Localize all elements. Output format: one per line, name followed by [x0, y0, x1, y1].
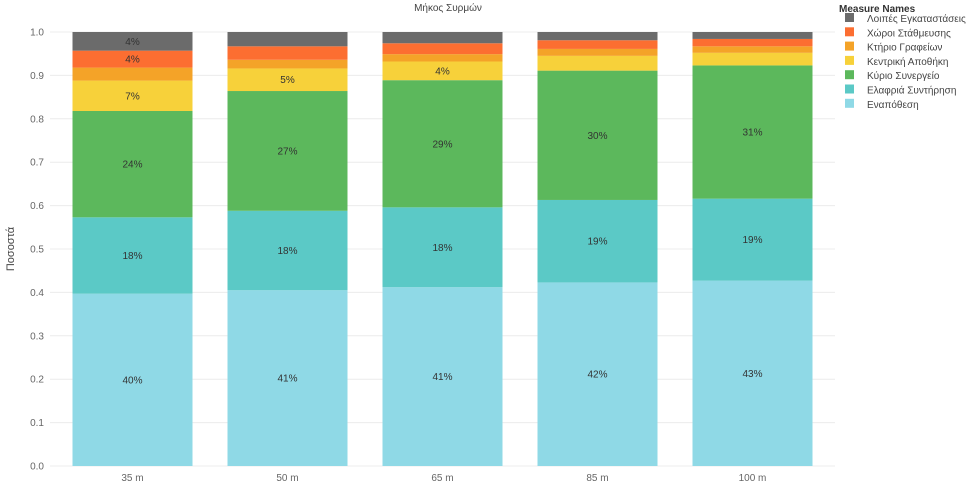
data-label: 41%	[432, 372, 452, 383]
data-label: 29%	[432, 139, 452, 150]
bar-segment	[227, 32, 348, 47]
bar-segment	[382, 207, 503, 288]
bar-segment	[692, 198, 813, 281]
x-tick-label: 65 m	[431, 473, 453, 484]
legend-label: Λοιπές Εγκαταστάσεις	[867, 13, 966, 25]
x-tick-label: 35 m	[121, 473, 143, 484]
bars	[72, 32, 813, 466]
data-label: 30%	[587, 131, 607, 142]
data-label: 42%	[587, 370, 607, 381]
legend-label: Κεντρική Αποθήκη	[867, 56, 948, 68]
bar-segment	[72, 32, 193, 51]
legend-swatch	[845, 84, 854, 94]
data-label: 18%	[122, 251, 142, 262]
data-label: 4%	[125, 37, 140, 48]
x-tick-label: 50 m	[276, 473, 298, 484]
data-label: 18%	[432, 243, 452, 254]
legend-swatch	[845, 13, 854, 22]
y-tick-label: 0.9	[30, 71, 44, 82]
y-tick-label: 0.3	[30, 331, 44, 342]
data-label: 31%	[742, 128, 762, 139]
data-label: 19%	[587, 237, 607, 248]
legend-label: Εναπόθεση	[867, 99, 919, 111]
bar-segment	[537, 32, 658, 41]
bar-segment	[692, 280, 813, 466]
y-tick-label: 0.0	[30, 462, 44, 473]
bar-segment	[72, 110, 193, 218]
bar-segment	[382, 32, 503, 44]
y-tick-label: 1.0	[30, 28, 44, 39]
bar-segment	[537, 48, 658, 56]
legend-swatch	[845, 55, 854, 65]
bar-segment	[537, 55, 658, 71]
bar-segment	[382, 287, 503, 466]
bar-segment	[72, 217, 193, 294]
bar-segment	[692, 46, 813, 53]
legend-title: Measure Names	[839, 4, 916, 15]
bar-segment	[382, 54, 503, 62]
bar-segment	[72, 80, 193, 111]
y-axis-ticks: 0.0 0.1 0.2 0.3 0.4 0.5 0.6 0.7 0.8 0.9 1.0	[30, 28, 44, 473]
bar-segment	[692, 65, 813, 199]
bar-segment	[227, 290, 348, 466]
bar-segment	[537, 70, 658, 200]
legend-swatch	[845, 70, 854, 80]
bar-segment	[692, 38, 813, 47]
y-tick-label: 0.1	[30, 418, 44, 429]
bar-segment	[227, 210, 348, 291]
bar-segment	[382, 61, 503, 81]
data-label: 41%	[277, 374, 297, 385]
x-axis-ticks: 35 m 50 m 65 m 85 m 100 m	[121, 473, 766, 484]
data-labels: 40% 18% 24% 7% 4% 4% 41% 18% 27% 5% 41% 18% 29% 4% 42%…	[122, 37, 762, 387]
bar-segment	[537, 40, 658, 49]
legend-swatch	[845, 98, 854, 108]
data-label: 5%	[280, 75, 295, 86]
legend-label: Κτήριο Γραφείων	[867, 42, 942, 54]
legend-swatch	[845, 27, 854, 37]
y-axis-title: Ποσοστά	[5, 226, 17, 271]
data-label: 24%	[122, 160, 142, 171]
bar-segment	[227, 91, 348, 211]
legend: Measure Names Λοιπές Εγκαταστάσεις Χώροι …	[839, 4, 966, 111]
bar-segment	[537, 282, 658, 466]
bar-segment	[382, 80, 503, 208]
bar-segment	[72, 67, 193, 81]
legend-label: Χώροι Στάθμευσης	[867, 27, 951, 39]
bar-segment	[382, 43, 503, 55]
bar-segment	[227, 59, 348, 69]
chart-title: Μήκος Συρμών	[414, 2, 482, 14]
data-label: 4%	[435, 66, 450, 77]
legend-label: Κύριο Συνεργείο	[867, 70, 940, 82]
y-tick-label: 0.4	[30, 288, 44, 299]
y-tick-label: 0.2	[30, 375, 44, 386]
x-tick-label: 85 m	[586, 473, 608, 484]
data-label: 27%	[277, 146, 297, 157]
data-label: 18%	[277, 246, 297, 257]
bar-segment	[227, 68, 348, 92]
y-tick-label: 0.6	[30, 201, 44, 212]
x-tick-label: 100 m	[739, 473, 767, 484]
data-label: 7%	[125, 91, 140, 102]
bar-segment	[692, 52, 813, 66]
data-label: 19%	[742, 235, 762, 246]
bar-segment	[72, 50, 193, 68]
y-tick-label: 0.7	[30, 158, 44, 169]
bar-segment	[72, 293, 193, 466]
bar-segment	[537, 199, 658, 283]
legend-label: Ελαφριά Συντήρηση	[867, 85, 956, 97]
data-label: 40%	[122, 375, 142, 386]
bar-segment	[692, 32, 813, 39]
y-tick-label: 0.5	[30, 245, 44, 256]
data-label: 4%	[125, 55, 140, 66]
bar-segment	[227, 46, 348, 60]
legend-swatch	[845, 41, 854, 51]
data-label: 43%	[742, 369, 762, 380]
y-tick-label: 0.8	[30, 114, 44, 125]
